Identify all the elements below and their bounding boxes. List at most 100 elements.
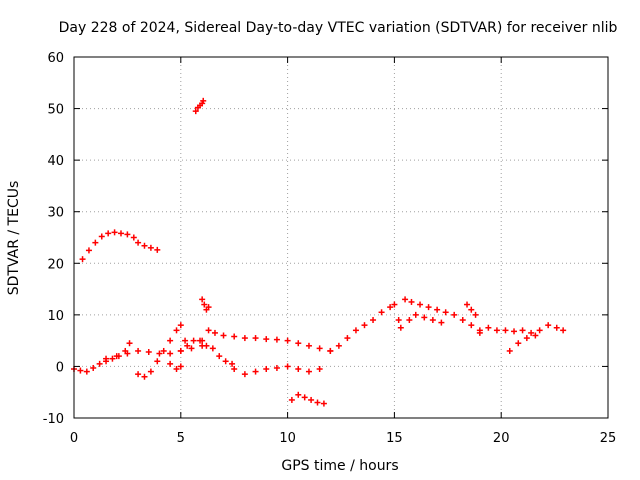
- data-point: [109, 355, 116, 362]
- data-point: [77, 367, 84, 374]
- data-point: [412, 311, 419, 318]
- data-point: [96, 360, 103, 367]
- data-point: [182, 337, 189, 344]
- data-point: [438, 319, 445, 326]
- chart-title: Day 228 of 2024, Sidereal Day-to-day VTE…: [59, 20, 618, 36]
- data-point: [476, 329, 483, 336]
- data-point: [464, 301, 471, 308]
- grid-lines: [74, 57, 608, 418]
- y-tick-label: 60: [47, 51, 64, 66]
- data-point: [528, 329, 535, 336]
- data-point: [200, 97, 207, 104]
- data-point: [124, 350, 131, 357]
- data-points: [71, 97, 567, 407]
- data-point: [231, 333, 238, 340]
- data-point: [147, 368, 154, 375]
- data-point: [216, 353, 223, 360]
- data-point: [327, 347, 334, 354]
- data-point: [263, 336, 270, 343]
- x-tick-label: 0: [70, 431, 78, 446]
- data-point: [421, 314, 428, 321]
- data-point: [284, 363, 291, 370]
- data-point: [177, 322, 184, 329]
- data-point: [273, 336, 280, 343]
- data-point: [320, 400, 327, 407]
- data-point: [408, 298, 415, 305]
- data-point: [205, 327, 212, 334]
- y-tick-label: 10: [47, 309, 64, 324]
- y-tick-label: 30: [47, 206, 64, 221]
- data-point: [263, 366, 270, 373]
- data-point: [241, 335, 248, 342]
- data-point: [124, 231, 131, 238]
- data-point: [203, 342, 210, 349]
- data-point: [335, 342, 342, 349]
- data-point: [90, 364, 97, 371]
- data-point: [192, 108, 199, 115]
- data-point: [295, 391, 302, 398]
- data-point: [425, 304, 432, 311]
- data-point: [103, 355, 110, 362]
- data-point: [135, 239, 142, 246]
- y-axis-label: SDTVAR / TECUs: [6, 181, 22, 296]
- data-point: [177, 347, 184, 354]
- y-tick-label: 50: [47, 103, 64, 118]
- data-point: [222, 358, 229, 365]
- data-point: [406, 317, 413, 324]
- data-point: [397, 324, 404, 331]
- data-point: [199, 296, 206, 303]
- data-point: [156, 350, 163, 357]
- data-point: [188, 345, 195, 352]
- data-point: [402, 296, 409, 303]
- data-point: [442, 309, 449, 316]
- data-point: [305, 342, 312, 349]
- y-axis-ticks: -10 0 10 20 30 40 50 60: [43, 51, 608, 427]
- data-point: [85, 247, 92, 254]
- data-point: [451, 311, 458, 318]
- data-point: [201, 301, 208, 308]
- data-point: [511, 328, 518, 335]
- data-point: [220, 332, 227, 339]
- data-point: [395, 317, 402, 324]
- x-tick-label: 20: [493, 431, 510, 446]
- data-point: [352, 327, 359, 334]
- data-point: [391, 301, 398, 308]
- data-point: [429, 317, 436, 324]
- data-point: [154, 246, 161, 253]
- y-tick-label: 0: [56, 360, 64, 375]
- data-point: [545, 322, 552, 329]
- data-point: [560, 327, 567, 334]
- data-point: [113, 353, 120, 360]
- data-point: [135, 371, 142, 378]
- data-point: [305, 368, 312, 375]
- data-point: [98, 233, 105, 240]
- data-point: [130, 234, 137, 241]
- data-point: [177, 363, 184, 370]
- data-point: [284, 337, 291, 344]
- data-point: [344, 335, 351, 342]
- data-point: [173, 366, 180, 373]
- data-point: [173, 327, 180, 334]
- data-point: [316, 345, 323, 352]
- data-point: [160, 347, 167, 354]
- data-point: [167, 350, 174, 357]
- data-point: [141, 373, 148, 380]
- x-tick-label: 10: [279, 431, 296, 446]
- data-point: [536, 327, 543, 334]
- x-tick-label: 15: [386, 431, 403, 446]
- data-point: [92, 239, 99, 246]
- data-point: [493, 327, 500, 334]
- data-point: [519, 327, 526, 334]
- data-point: [295, 366, 302, 373]
- data-point: [83, 368, 90, 375]
- data-point: [229, 360, 236, 367]
- data-point: [314, 399, 321, 406]
- x-axis-ticks: 0 5 10 15 20 25: [70, 57, 616, 446]
- data-point: [184, 342, 191, 349]
- data-point: [211, 329, 218, 336]
- data-point: [231, 366, 238, 373]
- x-tick-label: 5: [177, 431, 185, 446]
- data-point: [506, 347, 513, 354]
- data-point: [147, 244, 154, 251]
